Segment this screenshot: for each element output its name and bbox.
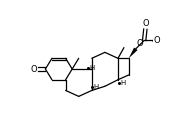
Text: O: O xyxy=(153,36,160,45)
Text: O: O xyxy=(31,64,37,74)
Text: H: H xyxy=(90,65,95,71)
Text: H: H xyxy=(94,84,99,90)
Text: O: O xyxy=(142,19,149,28)
Text: O: O xyxy=(137,39,143,48)
Text: H: H xyxy=(120,80,126,86)
Polygon shape xyxy=(129,47,138,58)
